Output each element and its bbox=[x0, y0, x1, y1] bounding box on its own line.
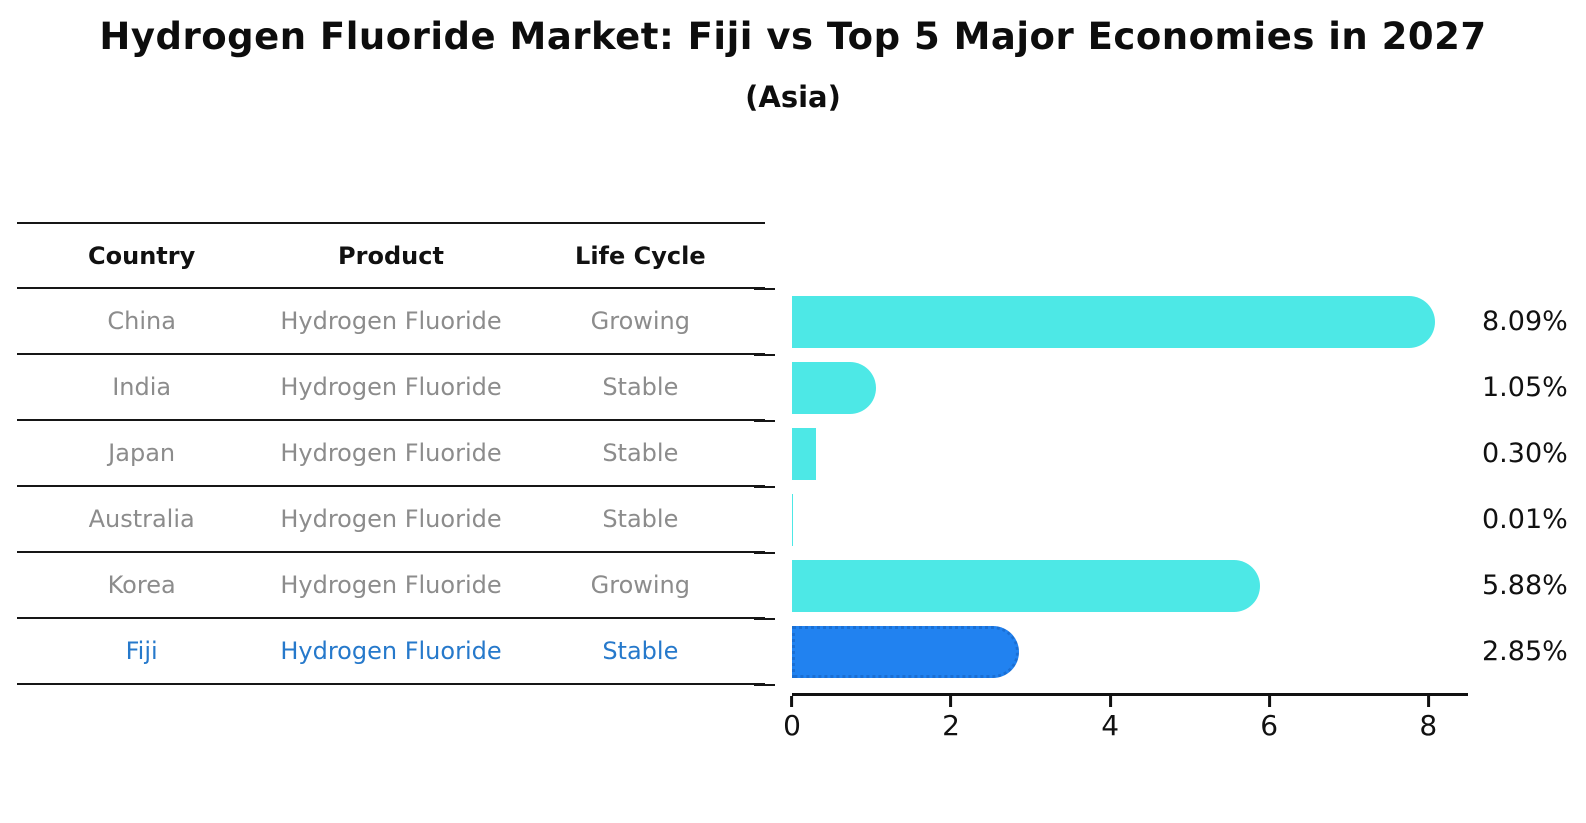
bar-value-label: 0.01% bbox=[1482, 504, 1568, 535]
cell-life-cycle: Stable bbox=[515, 420, 765, 487]
bar-value-label: 5.88% bbox=[1482, 570, 1568, 601]
cell-life-cycle: Stable bbox=[515, 354, 765, 421]
header-cell-product: Product bbox=[266, 222, 516, 289]
y-axis-tick bbox=[754, 354, 775, 356]
x-axis-tick: 2 bbox=[942, 696, 960, 742]
table-row: India Hydrogen Fluoride Stable bbox=[17, 354, 765, 421]
x-axis-tick-label: 0 bbox=[783, 709, 801, 742]
cell-country: China bbox=[17, 288, 267, 355]
x-axis-tick-mark bbox=[1108, 696, 1112, 707]
bar bbox=[792, 560, 1260, 612]
cell-product: Hydrogen Fluoride bbox=[266, 552, 516, 619]
x-axis-tick-mark bbox=[790, 696, 794, 707]
x-axis-tick: 0 bbox=[783, 696, 801, 742]
x-axis-tick: 4 bbox=[1101, 696, 1119, 742]
cell-product: Hydrogen Fluoride bbox=[266, 288, 516, 355]
cell-product: Hydrogen Fluoride bbox=[266, 354, 516, 421]
bar-value-label: 1.05% bbox=[1482, 372, 1568, 403]
cell-product: Hydrogen Fluoride bbox=[266, 420, 516, 487]
bar bbox=[792, 296, 1436, 348]
x-axis-tick-mark bbox=[1267, 696, 1271, 707]
bar bbox=[792, 494, 793, 546]
cell-country: Korea bbox=[17, 552, 267, 619]
x-axis-ticks: 0 2 4 6 8 bbox=[783, 696, 1468, 756]
x-axis-tick: 6 bbox=[1260, 696, 1278, 742]
cell-life-cycle: Growing bbox=[515, 552, 765, 619]
bar-row: 0.30% bbox=[792, 421, 1568, 487]
y-axis-tick bbox=[754, 684, 775, 686]
table-row: Japan Hydrogen Fluoride Stable bbox=[17, 420, 765, 487]
cell-life-cycle: Stable bbox=[515, 486, 765, 553]
table-header-row: Country Product Life Cycle bbox=[17, 222, 765, 289]
bar bbox=[792, 626, 1019, 678]
y-axis-tick bbox=[754, 618, 775, 620]
data-table: Country Product Life Cycle China Hydroge… bbox=[17, 222, 765, 685]
cell-country: Japan bbox=[17, 420, 267, 487]
x-axis-tick-mark bbox=[1426, 696, 1430, 707]
page-title: Hydrogen Fluoride Market: Fiji vs Top 5 … bbox=[99, 15, 1487, 58]
chart-subtitle: (Asia) bbox=[745, 80, 841, 114]
cell-life-cycle: Stable bbox=[515, 618, 765, 685]
header-cell-country: Country bbox=[17, 222, 267, 289]
x-axis-tick-label: 6 bbox=[1260, 709, 1279, 742]
y-axis-tick bbox=[754, 486, 775, 488]
bar-value-label: 8.09% bbox=[1482, 306, 1568, 337]
y-axis-tick bbox=[754, 288, 775, 290]
bar-row: 8.09% bbox=[792, 289, 1568, 355]
x-axis-tick-label: 4 bbox=[1101, 709, 1120, 742]
x-axis-tick-mark bbox=[949, 696, 953, 707]
cell-life-cycle: Growing bbox=[515, 288, 765, 355]
cell-country: Australia bbox=[17, 486, 267, 553]
cell-product: Hydrogen Fluoride bbox=[266, 618, 516, 685]
table-row: Australia Hydrogen Fluoride Stable bbox=[17, 486, 765, 553]
x-axis-tick: 8 bbox=[1419, 696, 1437, 742]
bar bbox=[792, 428, 816, 480]
x-axis-tick-label: 2 bbox=[942, 709, 960, 742]
x-axis-line bbox=[792, 693, 1468, 696]
cell-product: Hydrogen Fluoride bbox=[266, 486, 516, 553]
bar-row: 5.88% bbox=[792, 553, 1568, 619]
x-axis-tick-label: 8 bbox=[1419, 709, 1438, 742]
y-axis-tick bbox=[754, 420, 775, 422]
table-row: China Hydrogen Fluoride Growing bbox=[17, 288, 765, 355]
bar-value-label: 0.30% bbox=[1482, 438, 1568, 469]
bar-row: 0.01% bbox=[792, 487, 1568, 553]
table-row: Fiji Hydrogen Fluoride Stable bbox=[17, 618, 765, 685]
bar-row: 2.85% bbox=[792, 619, 1568, 685]
bar-value-label: 2.85% bbox=[1482, 636, 1568, 667]
table-row: Korea Hydrogen Fluoride Growing bbox=[17, 552, 765, 619]
cell-country: Fiji bbox=[17, 618, 267, 685]
bar-row: 1.05% bbox=[792, 355, 1568, 421]
cell-country: India bbox=[17, 354, 267, 421]
bar bbox=[792, 362, 876, 414]
bar-chart: 8.09% 1.05% 0.30% 0.01% 5.88% 2.85% bbox=[754, 288, 1568, 742]
header-cell-life-cycle: Life Cycle bbox=[515, 222, 765, 289]
y-axis-tick bbox=[754, 552, 775, 554]
